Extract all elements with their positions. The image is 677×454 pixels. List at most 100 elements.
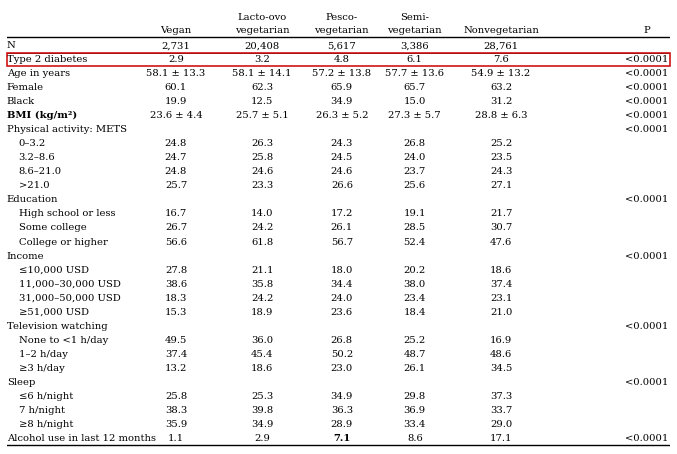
Text: 6.1: 6.1 <box>407 55 422 64</box>
Text: <0.0001: <0.0001 <box>626 125 669 134</box>
Text: 56.6: 56.6 <box>165 237 187 247</box>
Text: 38.3: 38.3 <box>165 406 187 415</box>
Text: 39.8: 39.8 <box>251 406 274 415</box>
Text: 18.3: 18.3 <box>165 294 187 302</box>
Text: ≤10,000 USD: ≤10,000 USD <box>19 266 89 275</box>
Text: 5,617: 5,617 <box>328 41 356 50</box>
Text: 17.1: 17.1 <box>489 434 512 443</box>
Text: ≥3 h/day: ≥3 h/day <box>19 364 64 373</box>
Text: 34.9: 34.9 <box>330 392 353 401</box>
Text: <0.0001: <0.0001 <box>626 111 669 120</box>
Text: 27.1: 27.1 <box>490 182 512 190</box>
Text: 23.5: 23.5 <box>490 153 512 163</box>
Text: 37.4: 37.4 <box>490 280 512 289</box>
Text: 28.8 ± 6.3: 28.8 ± 6.3 <box>475 111 527 120</box>
Text: 25.6: 25.6 <box>403 182 426 190</box>
Text: High school or less: High school or less <box>19 209 115 218</box>
Text: 24.8: 24.8 <box>165 139 187 148</box>
Text: <0.0001: <0.0001 <box>626 69 669 79</box>
Text: 57.7 ± 13.6: 57.7 ± 13.6 <box>385 69 444 79</box>
Text: 34.9: 34.9 <box>251 419 274 429</box>
Text: Female: Female <box>7 84 44 92</box>
Text: 60.1: 60.1 <box>165 84 187 92</box>
Text: P: P <box>644 26 651 35</box>
Text: BMI (kg/m²): BMI (kg/m²) <box>7 111 77 120</box>
Text: <0.0001: <0.0001 <box>626 252 669 261</box>
Text: 58.1 ± 14.1: 58.1 ± 14.1 <box>232 69 292 79</box>
Text: 7 h/night: 7 h/night <box>19 406 65 415</box>
Text: 24.7: 24.7 <box>165 153 187 163</box>
Text: 24.5: 24.5 <box>330 153 353 163</box>
Text: 11,000–30,000 USD: 11,000–30,000 USD <box>19 280 121 289</box>
Text: 26.3 ± 5.2: 26.3 ± 5.2 <box>315 111 368 120</box>
Text: 24.6: 24.6 <box>251 168 274 177</box>
Text: Education: Education <box>7 196 58 204</box>
Text: 23.0: 23.0 <box>330 364 353 373</box>
Text: 25.3: 25.3 <box>251 392 274 401</box>
Text: <0.0001: <0.0001 <box>626 321 669 331</box>
Text: Lacto-ovo: Lacto-ovo <box>238 14 287 22</box>
Text: 48.7: 48.7 <box>403 350 426 359</box>
Text: <0.0001: <0.0001 <box>626 55 669 64</box>
Text: vegetarian: vegetarian <box>387 26 442 35</box>
Text: 25.7 ± 5.1: 25.7 ± 5.1 <box>236 111 288 120</box>
Text: 16.7: 16.7 <box>165 209 187 218</box>
Text: 8.6–21.0: 8.6–21.0 <box>19 168 62 177</box>
Text: 18.6: 18.6 <box>251 364 274 373</box>
Text: 24.2: 24.2 <box>251 294 274 302</box>
Text: 36.9: 36.9 <box>403 406 426 415</box>
Text: 0–3.2: 0–3.2 <box>19 139 46 148</box>
Text: 12.5: 12.5 <box>251 97 274 106</box>
Text: 19.1: 19.1 <box>403 209 426 218</box>
Text: Black: Black <box>7 97 35 106</box>
Text: 27.8: 27.8 <box>165 266 187 275</box>
Text: 18.9: 18.9 <box>251 307 274 316</box>
Text: 65.7: 65.7 <box>403 84 426 92</box>
Text: 31.2: 31.2 <box>490 97 512 106</box>
Text: 15.0: 15.0 <box>403 97 426 106</box>
Text: 2.9: 2.9 <box>168 55 184 64</box>
Text: 26.8: 26.8 <box>403 139 426 148</box>
Text: 23.7: 23.7 <box>403 168 426 177</box>
Text: 3.2–8.6: 3.2–8.6 <box>19 153 56 163</box>
Text: 28.9: 28.9 <box>330 419 353 429</box>
Text: 2.9: 2.9 <box>255 434 270 443</box>
Text: 20,408: 20,408 <box>244 41 280 50</box>
Text: <0.0001: <0.0001 <box>626 97 669 106</box>
Text: Nonvegetarian: Nonvegetarian <box>463 26 539 35</box>
Text: 45.4: 45.4 <box>251 350 274 359</box>
Text: 24.6: 24.6 <box>330 168 353 177</box>
Text: Age in years: Age in years <box>7 69 70 79</box>
Text: 63.2: 63.2 <box>490 84 512 92</box>
Text: 21.0: 21.0 <box>490 307 512 316</box>
Text: 4.8: 4.8 <box>334 55 350 64</box>
Text: 26.1: 26.1 <box>403 364 426 373</box>
Text: 18.0: 18.0 <box>330 266 353 275</box>
Text: Income: Income <box>7 252 45 261</box>
Text: 61.8: 61.8 <box>251 237 274 247</box>
Text: 37.3: 37.3 <box>490 392 512 401</box>
Text: 3,386: 3,386 <box>401 41 429 50</box>
Text: 34.4: 34.4 <box>330 280 353 289</box>
Text: 23.6: 23.6 <box>331 307 353 316</box>
Text: 58.1 ± 13.3: 58.1 ± 13.3 <box>146 69 206 79</box>
Text: 56.7: 56.7 <box>331 237 353 247</box>
Text: 23.1: 23.1 <box>490 294 512 302</box>
Text: 24.0: 24.0 <box>403 153 426 163</box>
Text: 47.6: 47.6 <box>490 237 512 247</box>
Text: 18.4: 18.4 <box>403 307 426 316</box>
Text: 35.9: 35.9 <box>165 419 187 429</box>
Text: 23.3: 23.3 <box>251 182 274 190</box>
Text: Some college: Some college <box>19 223 87 232</box>
Text: 28.5: 28.5 <box>403 223 426 232</box>
Text: 21.7: 21.7 <box>490 209 512 218</box>
Text: 15.3: 15.3 <box>165 307 187 316</box>
Text: 24.3: 24.3 <box>330 139 353 148</box>
Text: >21.0: >21.0 <box>19 182 49 190</box>
Text: 65.9: 65.9 <box>331 84 353 92</box>
Text: 34.9: 34.9 <box>330 97 353 106</box>
Text: 54.9 ± 13.2: 54.9 ± 13.2 <box>471 69 531 79</box>
Text: 30.7: 30.7 <box>490 223 512 232</box>
Text: 28,761: 28,761 <box>483 41 519 50</box>
Text: 24.2: 24.2 <box>251 223 274 232</box>
